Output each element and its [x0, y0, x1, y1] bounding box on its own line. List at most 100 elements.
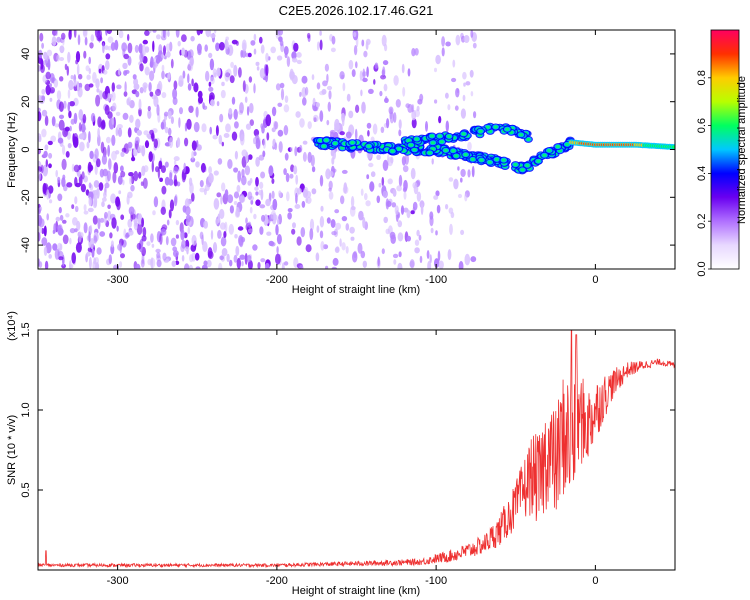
spectrogram-noise-blob: [276, 246, 279, 254]
spectrogram-noise-blob: [70, 118, 76, 125]
bottom-y-tick-label: 1.0: [20, 402, 32, 417]
spectrogram-noise-blob: [322, 80, 328, 87]
spectrogram-noise-blob: [463, 35, 470, 43]
spectrogram-noise-blob: [186, 248, 189, 255]
spectrogram-signal-blob: [350, 141, 355, 145]
spectrogram-noise-blob: [55, 216, 61, 222]
spectrogram-noise-blob: [111, 82, 116, 92]
spectrogram-noise-blob: [107, 36, 114, 43]
spectrogram-noise-blob: [83, 30, 87, 36]
spectrogram-noise-blob: [203, 260, 208, 266]
spectrogram-noise-blob: [209, 126, 212, 135]
spectrogram-noise-blob: [68, 30, 72, 40]
spectrogram-noise-blob: [397, 220, 403, 228]
spectrogram-noise-blob: [247, 228, 254, 234]
spectrogram-noise-blob: [463, 82, 466, 87]
spectrogram-noise-blob: [341, 216, 348, 222]
spectrogram-noise-blob: [453, 178, 459, 190]
spectrogram-noise-blob: [345, 246, 349, 254]
spectrogram-noise-blob: [255, 176, 259, 187]
spectrogram-noise-blob: [299, 91, 302, 97]
spectrogram-noise-blob: [277, 129, 284, 137]
spectrogram-signal-blob: [501, 158, 506, 162]
spectrogram-noise-blob: [259, 226, 264, 235]
spectrogram-noise-blob: [221, 81, 225, 87]
spectrogram-noise-blob: [268, 240, 275, 247]
spectrogram-noise-blob: [58, 256, 64, 261]
spectrogram-noise-blob: [309, 218, 315, 231]
spectrogram-noise-blob: [256, 66, 260, 71]
spectrogram-noise-blob: [165, 43, 171, 52]
spectrogram-noise-blob: [216, 67, 221, 77]
spectrogram-noise-blob: [400, 205, 405, 215]
spectrogram-noise-blob: [209, 76, 215, 85]
spectrogram-noise-blob: [97, 217, 101, 230]
spectrogram-noise-blob: [326, 85, 333, 91]
spectrogram-noise-blob: [46, 189, 50, 200]
spectrogram-noise-blob: [140, 181, 144, 186]
spectrogram-noise-blob: [164, 161, 169, 168]
spectrogram-noise-blob: [247, 191, 253, 200]
spectrogram-noise-blob: [48, 152, 53, 159]
spectrogram-noise-blob: [129, 176, 133, 185]
spectrogram-noise-blob: [152, 40, 155, 52]
spectrogram-noise-blob: [173, 195, 178, 207]
spectrogram-noise-blob: [170, 116, 174, 124]
spectrogram-noise-blob: [348, 59, 354, 70]
spectrogram-noise-blob: [105, 60, 110, 71]
spectrogram-noise-blob: [101, 201, 105, 208]
spectrogram-noise-blob: [175, 234, 179, 239]
spectrogram-noise-blob: [265, 64, 269, 77]
spectrogram-noise-blob: [296, 52, 302, 58]
spectrogram-noise-blob: [115, 150, 120, 155]
spectrogram-noise-blob: [397, 232, 404, 242]
spectrogram-noise-blob: [58, 114, 65, 120]
spectrogram-signal-blob: [479, 158, 484, 162]
spectrogram-noise-blob: [245, 151, 249, 164]
snr-frame: [37, 329, 676, 571]
bottom-x-tick-label: -100: [425, 575, 447, 587]
spectrogram-noise-blob: [208, 172, 214, 184]
spectrogram-noise-blob: [332, 148, 336, 160]
spectrogram-noise-blob: [355, 61, 358, 69]
spectrogram-noise-blob: [460, 168, 466, 178]
spectrogram-signal-blob: [324, 138, 329, 142]
spectrogram-noise-blob: [306, 191, 312, 198]
spectrogram-signal-blob: [555, 145, 560, 149]
spectrogram-noise-blob: [73, 79, 77, 87]
spectrogram-noise-blob: [168, 137, 174, 149]
spectrogram-noise-blob: [296, 236, 302, 246]
spectrogram-signal-blob: [390, 149, 395, 153]
spectrogram-noise-blob: [181, 47, 186, 57]
spectrogram-signal-blob: [366, 144, 371, 148]
spectrogram-noise-blob: [455, 34, 461, 46]
spectrogram-noise-blob: [416, 229, 420, 237]
spectrogram-noise-blob: [365, 200, 371, 207]
spectrogram-noise-blob: [77, 87, 83, 98]
spectrogram-noise-blob: [38, 207, 41, 215]
spectrogram-noise-blob: [71, 204, 75, 210]
colorbar-tick-label: 0.6: [696, 118, 708, 133]
spectrogram-noise-blob: [112, 171, 117, 184]
spectrogram-noise-blob: [179, 107, 183, 115]
spectrogram-noise-blob: [370, 136, 375, 143]
spectrogram-noise-blob: [367, 130, 370, 137]
spectrogram-signal-blob: [542, 153, 547, 157]
spectrogram-noise-blob: [190, 157, 196, 163]
spectrogram-noise-blob: [233, 108, 238, 120]
spectrogram-noise-blob: [206, 259, 212, 268]
spectrogram-noise-blob: [142, 177, 148, 189]
spectrogram-noise-blob: [74, 176, 78, 187]
spectrogram-noise-blob: [180, 229, 185, 241]
spectrogram-noise-blob: [39, 32, 44, 42]
spectrogram-noise-blob: [80, 183, 86, 193]
spectrogram-noise-blob: [78, 82, 83, 89]
spectrogram-noise-blob: [159, 177, 164, 182]
spectrogram-noise-blob: [458, 261, 464, 269]
spectrogram-noise-blob: [97, 30, 102, 40]
spectrogram-noise-blob: [447, 249, 452, 261]
spectrogram-noise-blob: [223, 133, 230, 138]
spectrogram-noise-blob: [71, 163, 75, 172]
spectrogram-noise-blob: [426, 250, 430, 259]
spectrogram-noise-blob: [457, 166, 460, 171]
